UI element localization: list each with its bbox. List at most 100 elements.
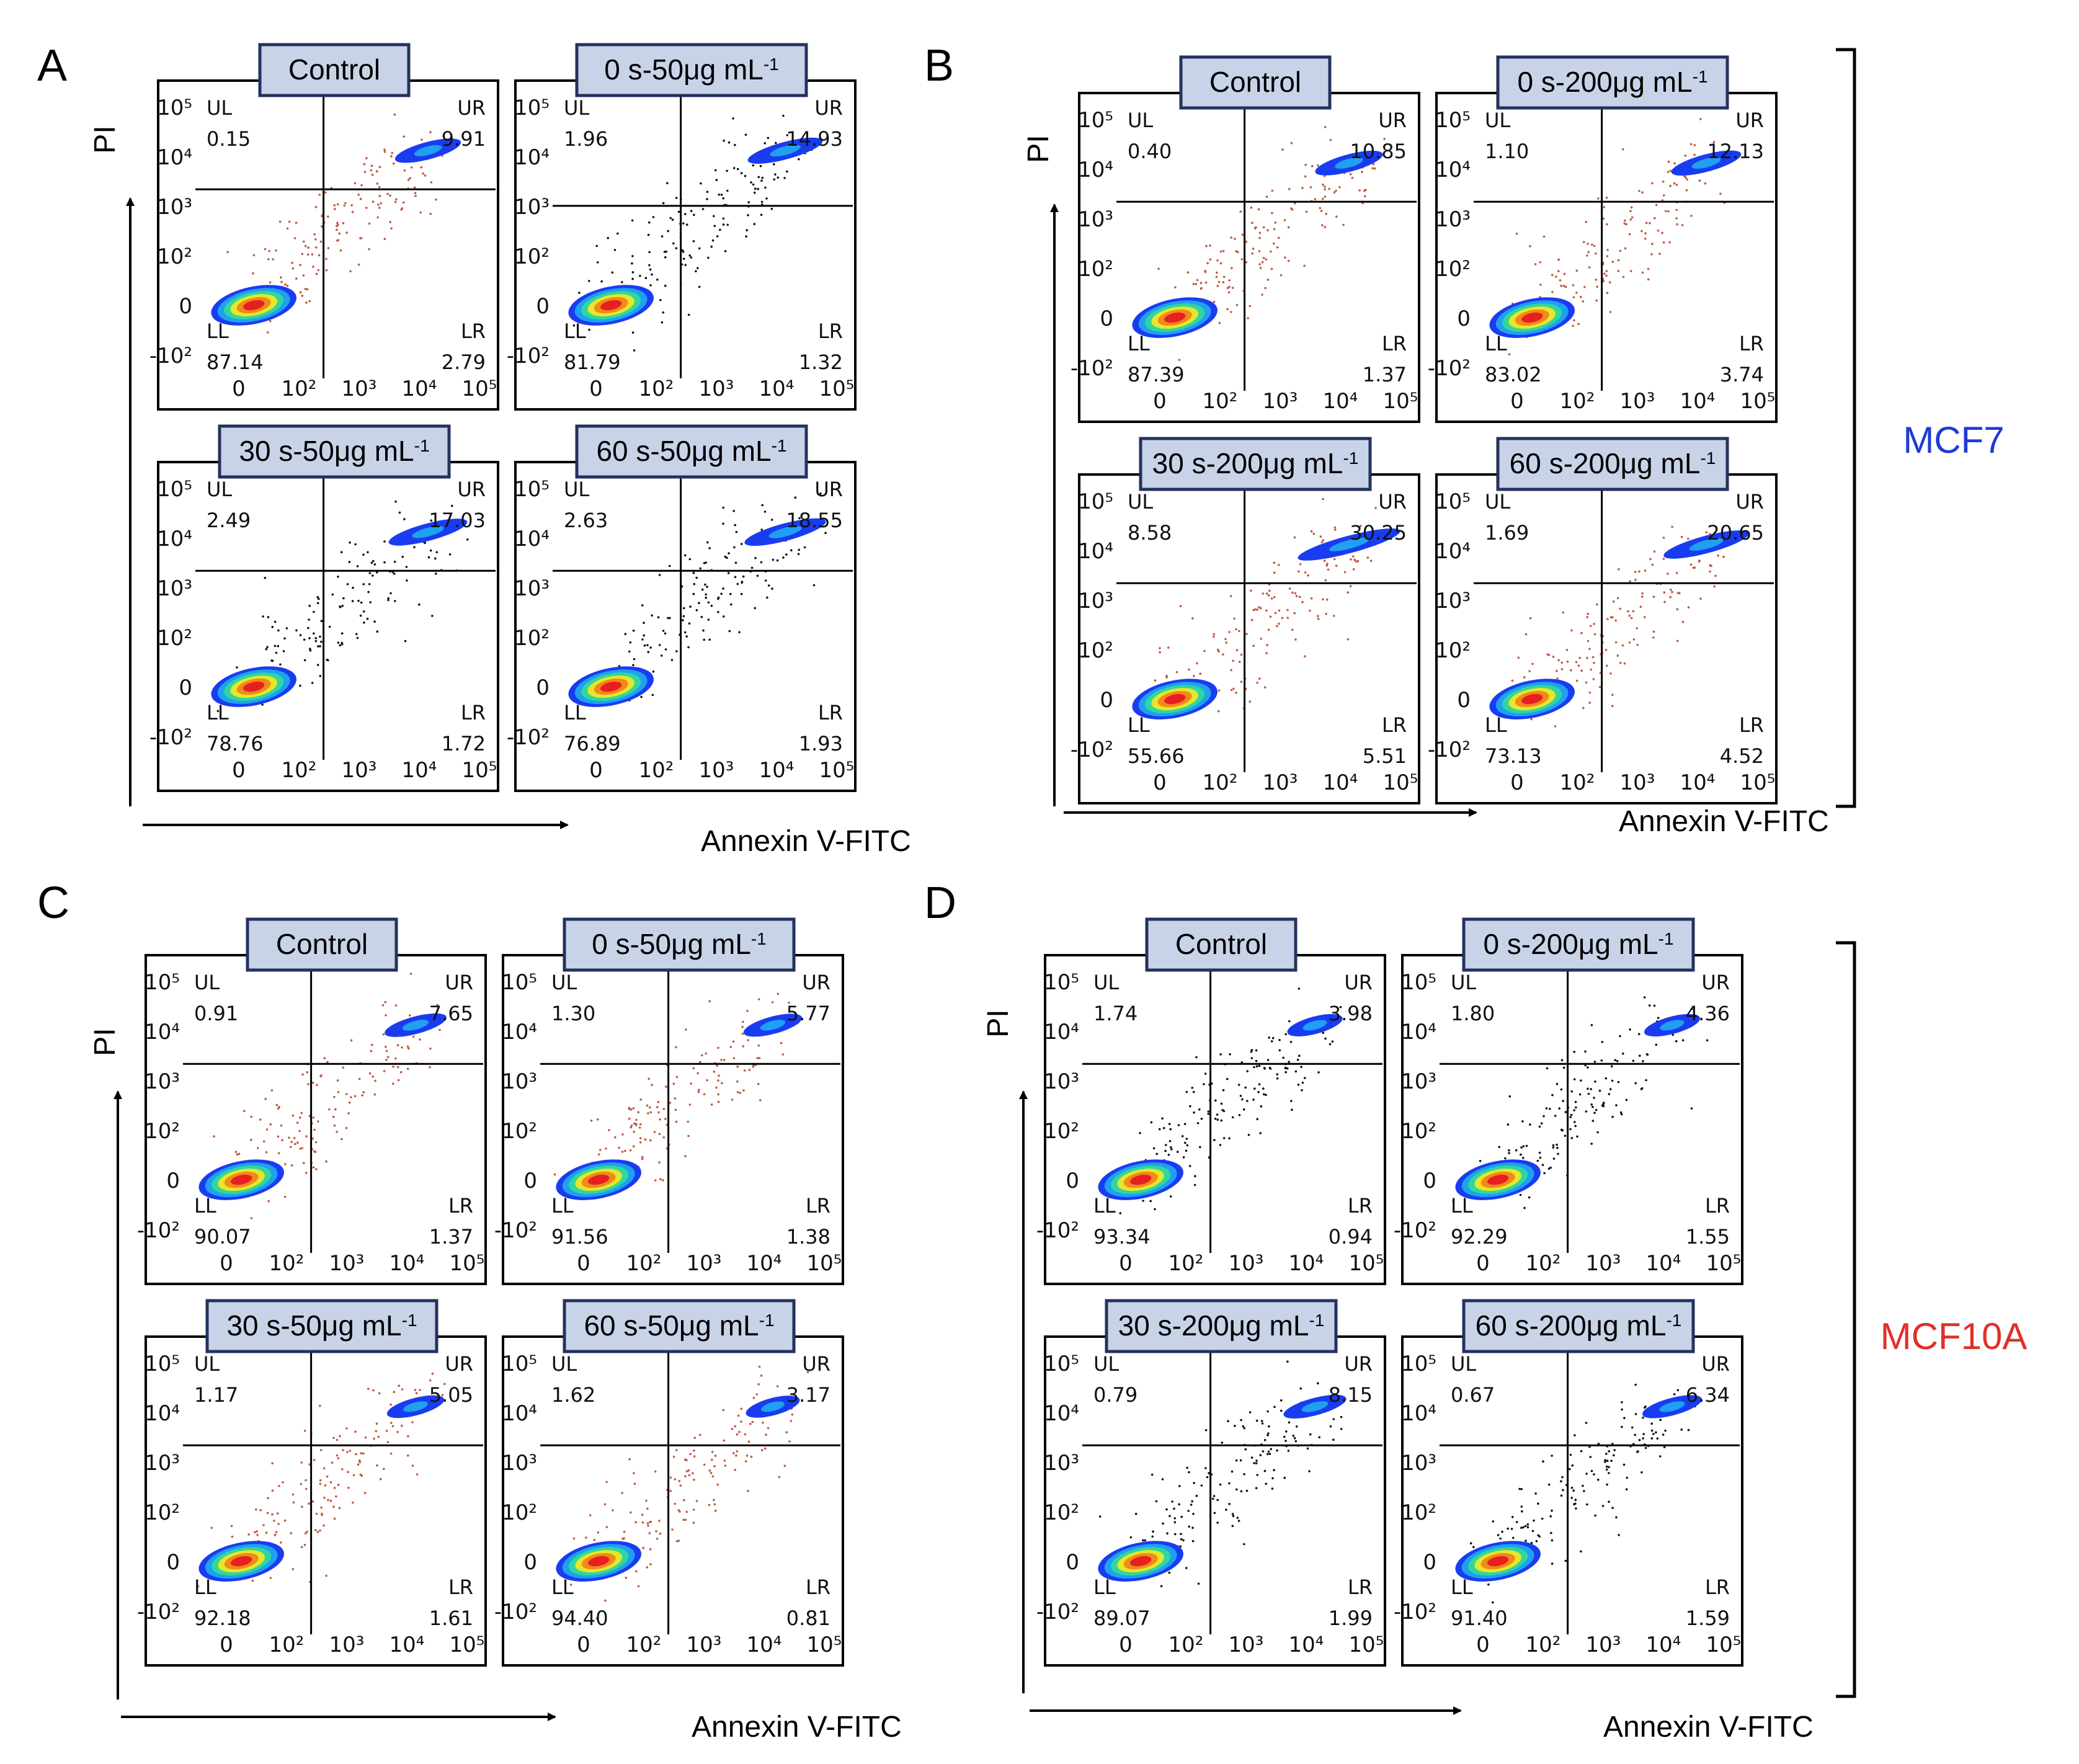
event-dot — [1256, 1474, 1258, 1476]
event-dot — [646, 1104, 649, 1107]
event-dot — [1681, 224, 1684, 226]
event-dot — [1283, 1435, 1286, 1438]
event-dot — [1282, 1056, 1284, 1059]
event-dot — [1649, 222, 1651, 225]
event-dot — [296, 1121, 299, 1124]
event-dot — [429, 212, 432, 215]
event-dot — [648, 1077, 650, 1080]
event-dot — [605, 1481, 608, 1484]
event-dot — [1268, 1425, 1270, 1428]
event-dot — [1662, 537, 1665, 539]
event-dot — [647, 1112, 649, 1115]
event-dot — [682, 257, 685, 261]
event-dot — [1552, 1144, 1555, 1147]
event-dot — [1608, 1466, 1610, 1469]
event-dot — [319, 1482, 322, 1486]
event-dot — [682, 222, 685, 225]
event-dot — [590, 1120, 593, 1122]
event-dot — [1240, 680, 1243, 683]
event-dot — [303, 240, 305, 243]
event-dot — [279, 1541, 282, 1544]
event-dot — [1226, 308, 1229, 311]
event-dot — [693, 213, 695, 216]
event-dot — [1242, 1425, 1244, 1428]
event-dot — [1228, 1503, 1231, 1505]
event-dot — [1299, 1387, 1302, 1390]
event-dot — [716, 235, 719, 238]
event-dot — [663, 251, 666, 253]
event-dot — [649, 1563, 652, 1566]
event-dot — [389, 221, 391, 223]
event-dot — [1290, 141, 1293, 145]
y-tick-label: 10⁴ — [145, 1020, 180, 1045]
event-dot — [384, 1001, 387, 1004]
y-tick-label: -10² — [1428, 356, 1471, 381]
event-dot — [1593, 1097, 1595, 1099]
event-dot — [752, 164, 755, 167]
quadrant-value-lr: 1.55 — [1686, 1225, 1730, 1249]
event-dot — [633, 1122, 636, 1125]
x-tick-label: 10⁵ — [1740, 389, 1776, 414]
event-dot — [1219, 1144, 1222, 1146]
event-dot — [306, 288, 309, 291]
x-tick-label: 10³ — [329, 1633, 365, 1657]
event-dot — [1270, 250, 1272, 253]
event-dot — [1590, 1469, 1593, 1472]
event-dot — [386, 192, 389, 195]
event-dot — [1539, 1156, 1542, 1159]
event-cloud — [556, 1365, 809, 1619]
event-dot — [429, 549, 432, 552]
event-dot — [707, 601, 710, 604]
event-dot — [267, 331, 269, 334]
event-dot — [1252, 247, 1255, 250]
event-dot — [1590, 1088, 1592, 1090]
event-dot — [1575, 292, 1578, 294]
event-dot — [338, 1507, 341, 1510]
event-dot — [327, 247, 330, 249]
event-dot — [782, 114, 785, 117]
event-dot — [715, 1086, 718, 1089]
y-tick-label: 10⁵ — [502, 970, 537, 995]
event-dot — [1675, 217, 1678, 220]
event-dot — [766, 596, 768, 599]
x-tick-label: 0 — [1510, 389, 1524, 414]
event-dot — [705, 596, 707, 599]
x-tick-label: 10⁵ — [462, 758, 497, 783]
event-dot — [688, 558, 692, 561]
event-dot — [1508, 1152, 1510, 1154]
event-dot — [1577, 323, 1580, 325]
event-dot — [1595, 278, 1597, 281]
event-dot — [1676, 1389, 1680, 1392]
event-dot — [419, 1038, 421, 1041]
event-dot — [1614, 619, 1617, 622]
event-dot — [1265, 195, 1268, 198]
event-dot — [1264, 287, 1267, 290]
event-dot — [720, 1059, 723, 1061]
event-dot — [338, 232, 341, 235]
event-dot — [1231, 1525, 1234, 1527]
event-dot — [1319, 207, 1322, 210]
quadrant-value-ll: 92.29 — [1451, 1225, 1508, 1249]
event-dot — [1258, 231, 1262, 234]
event-dot — [359, 197, 362, 200]
event-dot — [305, 1172, 308, 1174]
quadrant-value-lr: 0.81 — [786, 1606, 830, 1630]
event-dot — [1511, 1516, 1514, 1518]
event-dot — [372, 559, 375, 563]
event-dot — [1205, 245, 1208, 247]
event-dot — [1640, 229, 1643, 233]
quadrant-name-ll: LL — [1128, 713, 1150, 737]
event-dot — [1528, 670, 1531, 672]
event-dot — [255, 1508, 257, 1511]
event-dot — [1213, 633, 1216, 636]
event-dot — [690, 1082, 692, 1085]
event-dot — [1301, 1089, 1303, 1092]
event-dot — [1215, 275, 1218, 278]
event-dot — [303, 1430, 306, 1432]
event-dot — [762, 1421, 764, 1424]
event-dot — [348, 1101, 351, 1104]
event-dot — [734, 1469, 736, 1471]
event-dot — [730, 603, 732, 606]
event-dot — [305, 1479, 307, 1482]
